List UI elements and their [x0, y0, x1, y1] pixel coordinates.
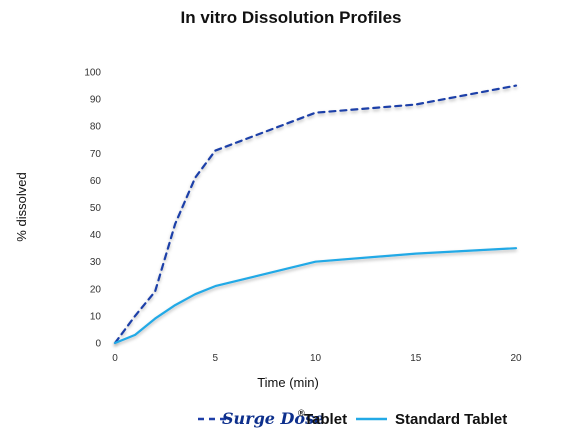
y-tick-label: 30 [90, 257, 102, 268]
y-tick-label: 10 [90, 311, 102, 322]
x-axis-label: Time (min) [257, 375, 319, 390]
legend: Surge Dose ® Tablet Standard Tablet [198, 408, 507, 428]
legend-brand-surge-dose: Surge Dose [222, 409, 324, 428]
legend-item-standard-tablet: Standard Tablet [356, 411, 507, 428]
y-tick-label: 80 [90, 122, 102, 133]
legend-registered-mark: ® [298, 408, 305, 418]
y-tick-label: 90 [90, 95, 102, 106]
series-line-standard-tablet [113, 247, 518, 345]
y-tick-label: 70 [90, 149, 102, 160]
x-tick-label: 20 [510, 353, 522, 364]
series-layer [113, 84, 518, 345]
y-tick-label: 0 [95, 339, 101, 350]
y-axis-ticks: 0 10 20 30 40 50 60 70 80 90 100 [84, 68, 101, 350]
y-axis-label: % dissolved [14, 172, 29, 241]
x-axis-ticks: 0 5 10 15 20 [112, 353, 522, 364]
x-tick-label: 0 [112, 353, 118, 364]
x-tick-label: 15 [410, 353, 422, 364]
y-tick-label: 50 [90, 203, 102, 214]
x-tick-label: 10 [310, 353, 322, 364]
y-tick-label: 100 [84, 68, 101, 79]
y-tick-label: 40 [90, 230, 102, 241]
x-tick-label: 5 [212, 353, 218, 364]
y-tick-label: 20 [90, 284, 102, 295]
legend-item-surge-dose: Surge Dose ® Tablet [198, 408, 347, 428]
y-tick-label: 60 [90, 176, 102, 187]
legend-label-standard-tablet: Standard Tablet [395, 411, 507, 428]
chart-title: In vitro Dissolution Profiles [180, 8, 402, 27]
series-line-surge-dose [113, 84, 518, 345]
legend-label-surge-dose: Tablet [304, 411, 347, 428]
